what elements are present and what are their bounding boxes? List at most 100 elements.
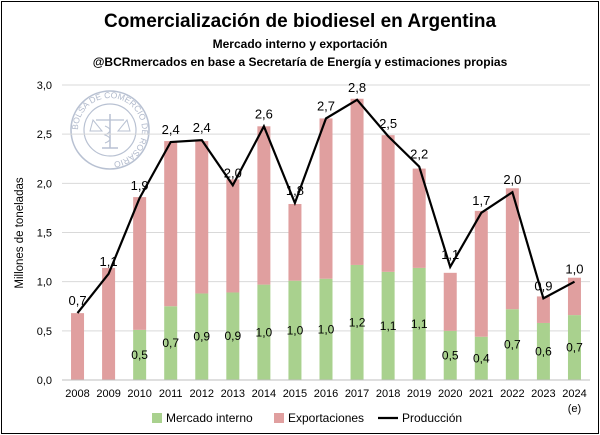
- legend-label-exportaciones: Exportaciones: [288, 411, 364, 425]
- data-label-mercado-interno: 1,0: [287, 323, 304, 337]
- data-label-mercado-interno: 1,2: [349, 315, 366, 329]
- data-label-produccion: 2,0: [224, 165, 242, 180]
- x-tick-label: 2008: [65, 388, 89, 400]
- data-label-mercado-interno: 0,6: [535, 344, 552, 358]
- data-label-mercado-interno: 1,0: [318, 322, 335, 336]
- data-label-produccion: 1,8: [286, 183, 304, 198]
- x-tick-label: 2017: [345, 388, 369, 400]
- legend-label-mercado-interno: Mercado interno: [166, 411, 253, 425]
- x-tick-label: 2015: [283, 388, 307, 400]
- data-label-mercado-interno: 0,9: [193, 330, 210, 344]
- bar-mercado-interno: [226, 292, 240, 380]
- bar-mercado-interno: [350, 264, 364, 380]
- data-label-mercado-interno: 0,7: [162, 336, 179, 350]
- bar-exportaciones: [195, 141, 209, 294]
- bar-exportaciones: [102, 267, 116, 380]
- bar-mercado-interno: [567, 315, 581, 380]
- data-label-produccion: 2,0: [503, 172, 521, 187]
- x-tick-label: 2024: [562, 388, 586, 400]
- y-tick-label: 2,5: [37, 129, 52, 141]
- y-axis-label: Millones de toneladas: [14, 177, 26, 288]
- bar-exportaciones: [350, 98, 364, 265]
- x-tick-label: 2018: [376, 388, 400, 400]
- bar-exportaciones: [133, 197, 147, 330]
- bar-mercado-interno: [536, 322, 550, 380]
- data-label-mercado-interno: 1,1: [380, 319, 397, 333]
- bar-exportaciones: [319, 118, 333, 279]
- y-tick-label: 1,0: [37, 277, 52, 289]
- data-label-mercado-interno: 1,1: [411, 317, 428, 331]
- y-tick-label: 0,5: [37, 326, 52, 338]
- data-label-mercado-interno: 1,0: [256, 325, 273, 339]
- x-tick-label: 2013: [221, 388, 245, 400]
- data-label-mercado-interno: 0,7: [566, 341, 583, 355]
- data-label-produccion: 2,6: [255, 106, 273, 121]
- x-tick-label: 2020: [438, 388, 462, 400]
- y-tick-label: 1,5: [37, 228, 52, 240]
- data-label-mercado-interno: 0,5: [442, 348, 459, 362]
- data-label-produccion: 1,0: [565, 262, 583, 277]
- bar-mercado-interno: [319, 278, 333, 380]
- data-label-mercado-interno: 0,7: [504, 338, 521, 352]
- data-label-produccion: 0,7: [68, 293, 86, 308]
- bar-exportaciones: [164, 141, 178, 307]
- bar-exportaciones: [536, 296, 550, 323]
- data-label-produccion: 2,4: [162, 122, 180, 137]
- line-produccion: [76, 98, 576, 314]
- y-tick-label: 0,0: [37, 375, 52, 387]
- bar-mercado-interno: [164, 306, 178, 380]
- x-tick-note: (e): [568, 403, 581, 415]
- data-label-produccion: 0,9: [534, 278, 552, 293]
- data-label-produccion: 1,7: [472, 193, 490, 208]
- bar-exportaciones: [505, 188, 519, 310]
- chart-title: Comercialización de biodiesel en Argenti…: [104, 11, 496, 32]
- x-tick-label: 2019: [407, 388, 431, 400]
- bar-mercado-interno: [505, 309, 519, 380]
- data-label-produccion: 1,9: [131, 178, 149, 193]
- bar-mercado-interno: [443, 330, 457, 380]
- x-tick-label: 2011: [159, 388, 183, 400]
- y-tick-label: 3,0: [37, 80, 52, 92]
- bar-mercado-interno: [133, 329, 147, 380]
- data-label-mercado-interno: 0,5: [131, 348, 148, 362]
- bar-mercado-interno: [288, 280, 302, 380]
- data-label-mercado-interno: 0,9: [224, 329, 241, 343]
- x-tick-label: 2010: [127, 388, 151, 400]
- data-label-produccion: 2,7: [317, 98, 335, 113]
- data-label-produccion: 2,5: [379, 116, 397, 131]
- legend-swatch-mercado-interno: [152, 413, 162, 423]
- data-label-produccion: 2,8: [348, 80, 366, 95]
- bar-exportaciones: [257, 126, 271, 285]
- x-tick-label: 2016: [314, 388, 338, 400]
- data-label-produccion: 2,4: [193, 120, 211, 135]
- bar-exportaciones: [567, 277, 581, 316]
- x-tick-label: 2009: [96, 388, 120, 400]
- bar-mercado-interno: [195, 293, 209, 380]
- bar-exportaciones: [71, 313, 85, 380]
- chart-subtitle: Mercado interno y exportación: [213, 37, 388, 51]
- bar-mercado-interno: [381, 271, 395, 380]
- bar-exportaciones: [381, 135, 395, 272]
- data-label-produccion: 1,1: [100, 254, 118, 269]
- x-tick-label: 2021: [469, 388, 493, 400]
- bar-mercado-interno: [412, 267, 426, 380]
- bcr-logo: BOLSA DE COMERCIO DE ROSARIO: [70, 90, 150, 170]
- bar-mercado-interno: [474, 336, 488, 380]
- legend-label-produccion: Producción: [402, 411, 462, 425]
- bar-exportaciones: [474, 210, 488, 337]
- bar-exportaciones: [226, 179, 240, 293]
- bar-exportaciones: [443, 272, 457, 331]
- y-tick-label: 2,0: [37, 178, 52, 190]
- legend-swatch-exportaciones: [274, 413, 284, 423]
- x-tick-label: 2012: [190, 388, 214, 400]
- x-tick-label: 2022: [500, 388, 524, 400]
- data-label-mercado-interno: 0,4: [473, 351, 490, 365]
- bar-mercado-interno: [257, 284, 271, 380]
- chart-source: @BCRmercados en base a Secretaría de Ene…: [93, 55, 508, 69]
- bar-exportaciones: [288, 203, 302, 281]
- legend: Mercado interno Exportaciones Producción: [152, 411, 462, 425]
- data-label-produccion: 2,2: [410, 147, 428, 162]
- data-label-produccion: 1,1: [441, 247, 459, 262]
